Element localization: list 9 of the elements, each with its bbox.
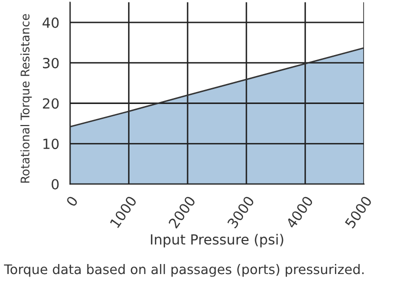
y-tick-label: 40 [42,17,59,28]
x-axis-title: Input Pressure (psi) [150,234,284,248]
x-tick-label: 0 [66,195,78,208]
text: Torque data based on all passages (ports) pressurized. [4,264,364,277]
y-axis-title: Rotational Torque Resistance [20,14,32,183]
y-tick-label: 30 [42,58,59,68]
y-tick-label: 20 [42,98,59,109]
y-tick-label: 10 [43,138,59,150]
y-tick-label: 0 [52,179,59,190]
